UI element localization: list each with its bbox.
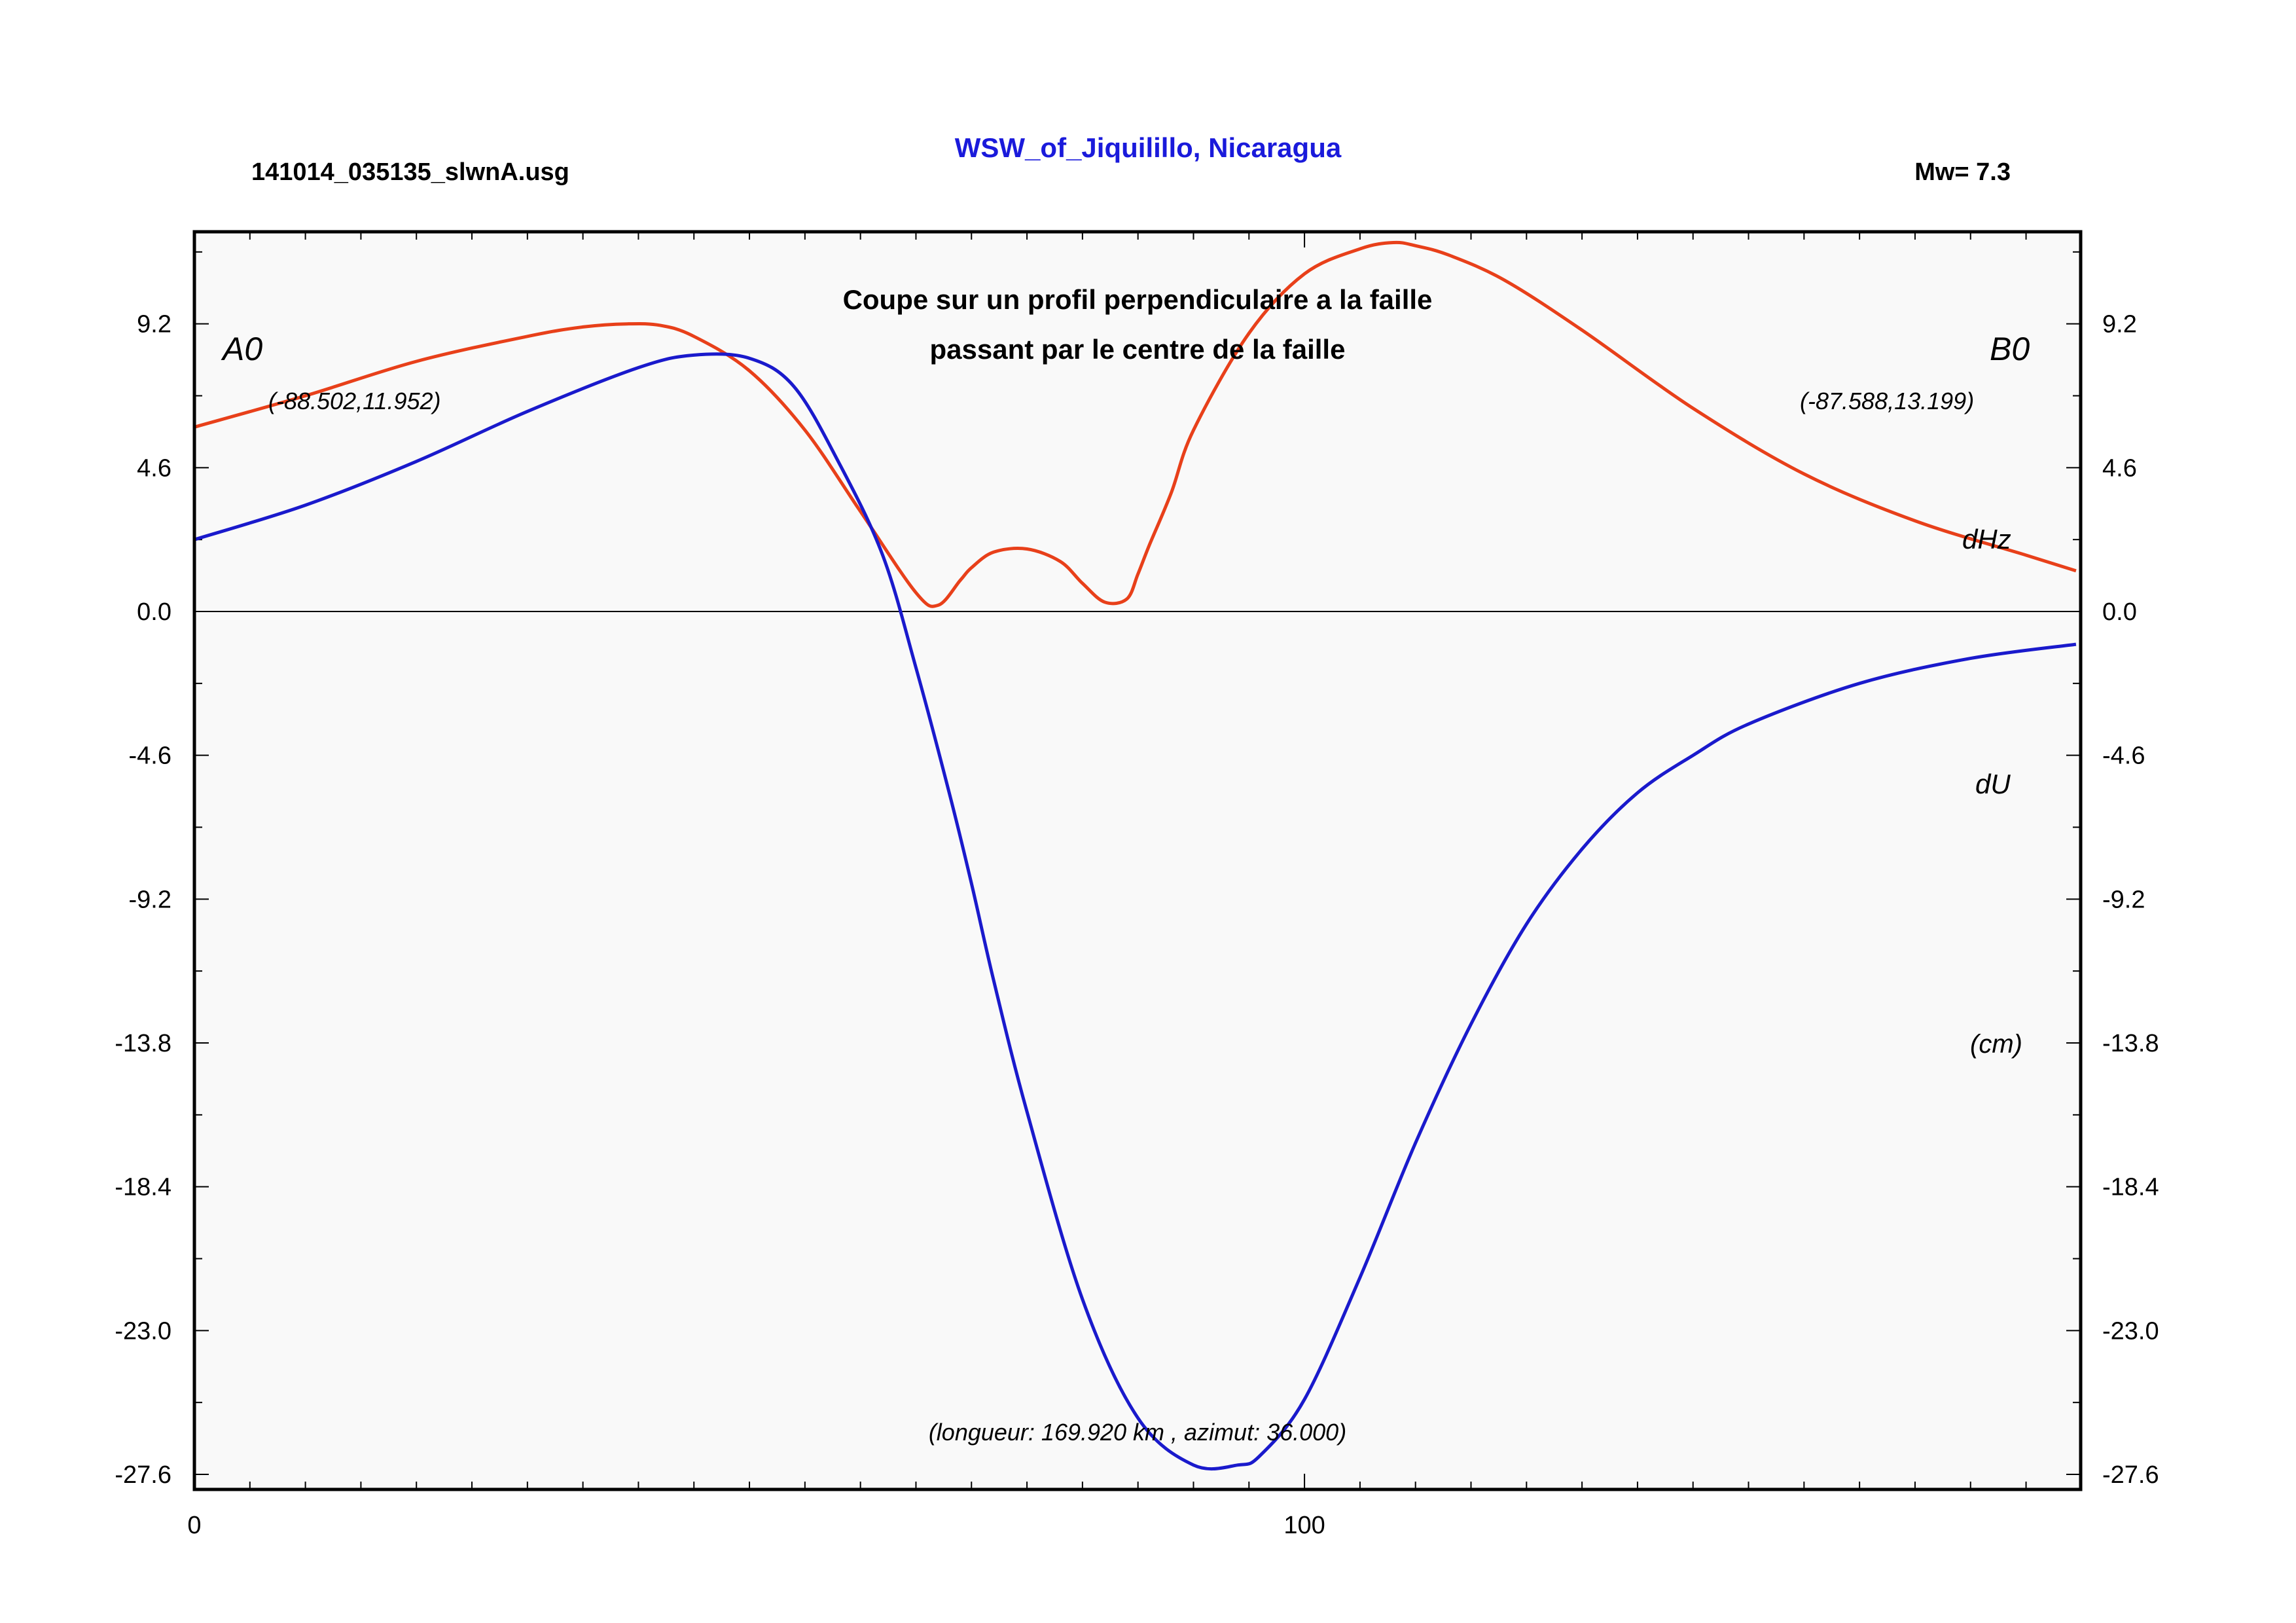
series-label-dhz: dHz	[1962, 524, 2011, 555]
file-name: 141014_035135_slwnA.usg	[251, 158, 569, 186]
x-tick-label: 100	[1283, 1512, 1325, 1539]
y-axis-right: 9.2 4.6 0.0 -4.6 -9.2 -13.8 -18.4 -23.0 -27.6	[2102, 311, 2159, 1489]
y-tick-label-left: 0.0	[137, 598, 171, 626]
series-line-dhz	[194, 240, 2077, 608]
y-tick-label-left: -18.4	[115, 1174, 171, 1201]
y-tick-label-right: -27.6	[2102, 1461, 2159, 1489]
y-tick-label-left: -23.0	[115, 1317, 171, 1345]
unit-label: (cm)	[1970, 1030, 2022, 1059]
profile-title-line-2: passant par le centre de la faille	[930, 334, 1346, 365]
plot-area	[194, 232, 2081, 1489]
profile-title-line-1: Coupe sur un profil perpendiculaire a la…	[843, 284, 1433, 315]
point-b-coords: (-87.588,13.199)	[1800, 388, 1974, 414]
y-tick-label-right: -9.2	[2102, 886, 2145, 913]
point-b-label: B0	[1990, 331, 2030, 367]
y-tick-label-right: -23.0	[2102, 1317, 2159, 1345]
y-tick-label-right: -13.8	[2102, 1030, 2159, 1057]
series-layer	[194, 240, 2077, 1471]
series-line-du	[194, 352, 2077, 1471]
y-axis-left: 9.2 4.6 0.0 -4.6 -9.2 -13.8 -18.4 -23.0 -27.6	[115, 311, 171, 1489]
point-a-coords: (-88.502,11.952)	[268, 388, 441, 414]
y-tick-label-left: 9.2	[137, 311, 171, 338]
y-tick-label-right: -18.4	[2102, 1174, 2159, 1201]
y-tick-label-left: -27.6	[115, 1461, 171, 1489]
magnitude-label: Mw= 7.3	[1914, 158, 2011, 186]
x-tick-label: 0	[187, 1512, 201, 1539]
plot-frame	[192, 230, 2083, 1491]
y-tick-label-right: -4.6	[2102, 742, 2145, 770]
y-tick-label-right: 4.6	[2102, 454, 2137, 482]
chart-title: WSW_of_Jiquilillo, Nicaragua	[954, 132, 1342, 163]
x-axis: 0 100	[187, 1512, 1325, 1539]
y-tick-label-left: 4.6	[137, 454, 171, 482]
y-tick-label-left: -4.6	[129, 742, 171, 770]
profile-info: (longueur: 169.920 km , azimut: 36.000)	[929, 1419, 1346, 1446]
y-tick-label-left: -9.2	[129, 886, 171, 913]
y-tick-label-right: 0.0	[2102, 598, 2137, 626]
y-tick-label-left: -13.8	[115, 1030, 171, 1057]
series-label-du: dU	[1975, 769, 2011, 799]
y-tick-label-right: 9.2	[2102, 311, 2137, 338]
point-a-label: A0	[221, 331, 262, 367]
